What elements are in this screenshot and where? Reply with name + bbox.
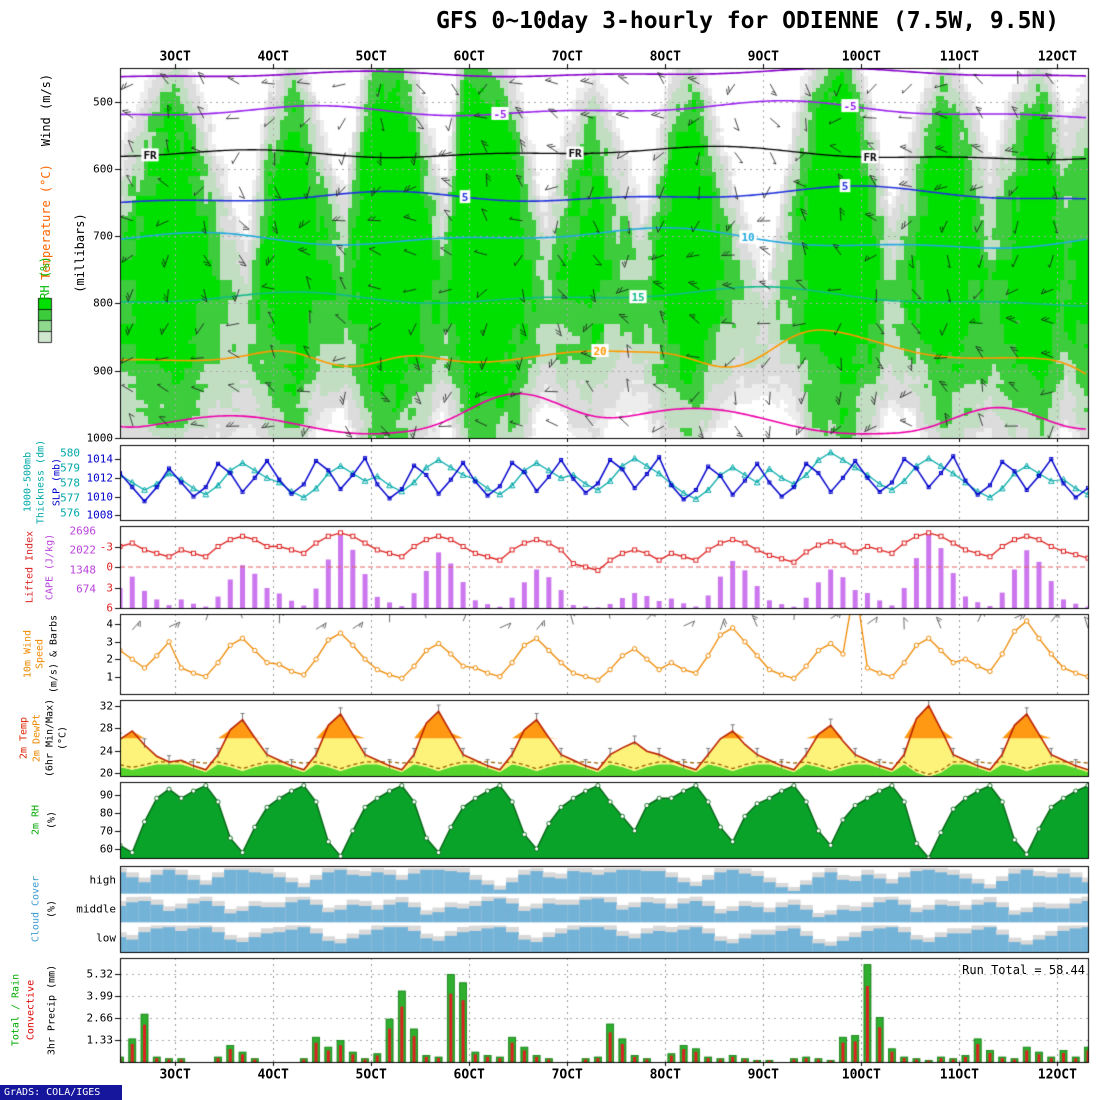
date-label-bottom: 11OCT [939, 1067, 979, 1083]
temp-tick-label: 20 [99, 766, 113, 780]
ylabel-cloud-unit: (%) [46, 899, 58, 919]
ylabel-minmax: (6hr Min/Max) [44, 698, 56, 778]
date-label-bottom: 6OCT [453, 1067, 485, 1083]
date-label-top: 12OCT [1037, 49, 1077, 65]
run-total-text: Run Total = 58.44 [962, 963, 1085, 977]
date-label-bottom: 3OCT [159, 1067, 191, 1083]
date-label-top: 5OCT [355, 49, 387, 65]
pressure-tick-label: 1000 [86, 431, 114, 445]
rh-tick-label: 60 [99, 842, 113, 856]
pressure-tick-label: 500 [93, 95, 113, 109]
date-label-bottom: 5OCT [355, 1067, 387, 1083]
cape-tick-label: 674 [76, 582, 96, 596]
date-label-bottom: 4OCT [257, 1067, 289, 1083]
date-label-top: 4OCT [257, 49, 289, 65]
wind-speed-tick-label: 4 [106, 617, 113, 631]
thickness-tick-label: 577 [60, 491, 80, 504]
thickness-tick-label: 579 [60, 461, 80, 474]
ylabel-speed: Speed [34, 638, 46, 670]
cloud-row-label: middle [76, 902, 116, 916]
ylabel-temp-unit: (°C) [57, 725, 69, 751]
cape-tick-label: 1348 [69, 563, 97, 577]
ylabel-millibars: (millibars) [73, 213, 87, 293]
ylabel-total-rain: Total / Rain [10, 973, 22, 1047]
date-label-bottom: 12OCT [1037, 1067, 1077, 1083]
date-label-top: 9OCT [747, 49, 779, 65]
ylabel-lifted-index: Lifted Index [24, 530, 36, 604]
date-label-top: 10OCT [841, 49, 881, 65]
temp-tick-label: 28 [99, 721, 113, 735]
cloud-row-label: high [89, 873, 117, 887]
date-label-top: 8OCT [649, 49, 681, 65]
ylabel-barbs-unit: (m/s) & Barbs [48, 614, 60, 694]
wind-speed-tick-label: 2 [106, 652, 113, 666]
ylabel-rh: RH (%) [38, 256, 52, 300]
date-label-bottom: 7OCT [551, 1067, 583, 1083]
pressure-tick-label: 700 [93, 229, 113, 243]
ylabel-2m-rh: 2m RH [30, 804, 42, 836]
ylabel-cape: CAPE (J/kg) [44, 533, 56, 601]
ylabel-wind: Wind (m/s) [39, 73, 53, 147]
thickness-tick-label: 576 [60, 506, 80, 519]
slp-tick-label: 1010 [86, 490, 114, 504]
date-label-bottom: 8OCT [649, 1067, 681, 1083]
temp-tick-label: 24 [99, 744, 113, 758]
precip-tick-label: 5.32 [86, 967, 114, 981]
date-label-bottom: 10OCT [841, 1067, 881, 1083]
ylabel-2m-temp: 2m Temp [18, 716, 30, 760]
date-label-top: 6OCT [453, 49, 485, 65]
wind-speed-tick-label: 1 [106, 670, 113, 684]
ylabel-thickness-2: Thickness (dm) [35, 439, 47, 525]
ylabel-thickness-1: 1000-500mb [22, 451, 34, 513]
lifted-index-tick-label: -3 [99, 540, 113, 553]
pressure-tick-label: 600 [93, 162, 113, 176]
date-label-top: 3OCT [159, 49, 191, 65]
precip-tick-label: 3.99 [86, 989, 114, 1003]
date-label-bottom: 9OCT [747, 1067, 779, 1083]
ylabel-precip-axis: 3hr Precip (mm) [46, 964, 58, 1056]
ylabel-10m-wind: 10m Wind [22, 629, 34, 679]
cape-tick-label: 2696 [69, 524, 97, 538]
rh-tick-label: 90 [99, 788, 113, 802]
ylabel-convective: Convective [25, 979, 37, 1041]
slp-tick-label: 1008 [86, 508, 114, 522]
cloud-row-label: low [96, 931, 116, 945]
date-label-top: 7OCT [551, 49, 583, 65]
slp-tick-label: 1014 [86, 452, 114, 466]
lifted-index-tick-label: 0 [106, 560, 113, 574]
lifted-index-tick-label: 6 [106, 601, 113, 615]
thickness-tick-label: 580 [60, 446, 80, 459]
ylabel-2m-dewpt: 2m DewPt [31, 713, 43, 763]
rh-tick-label: 70 [99, 824, 113, 838]
rh-tick-label: 80 [99, 806, 113, 820]
slp-tick-label: 1012 [86, 471, 114, 485]
pressure-tick-label: 900 [93, 364, 113, 378]
cape-tick-label: 2022 [69, 543, 97, 557]
ylabel-cloud-cover: Cloud Cover [30, 875, 42, 943]
temp-tick-label: 32 [99, 699, 113, 713]
thickness-tick-label: 578 [60, 476, 80, 489]
pressure-tick-label: 800 [93, 296, 113, 310]
ylabel-rh-unit: (%) [46, 810, 58, 830]
precip-tick-label: 2.66 [86, 1011, 114, 1025]
grads-credit-badge: GrADS: COLA/IGES [0, 1085, 122, 1100]
wind-speed-tick-label: 3 [106, 635, 113, 649]
date-label-top: 11OCT [939, 49, 979, 65]
precip-tick-label: 1.33 [86, 1033, 114, 1047]
lifted-index-tick-label: 3 [106, 581, 113, 594]
